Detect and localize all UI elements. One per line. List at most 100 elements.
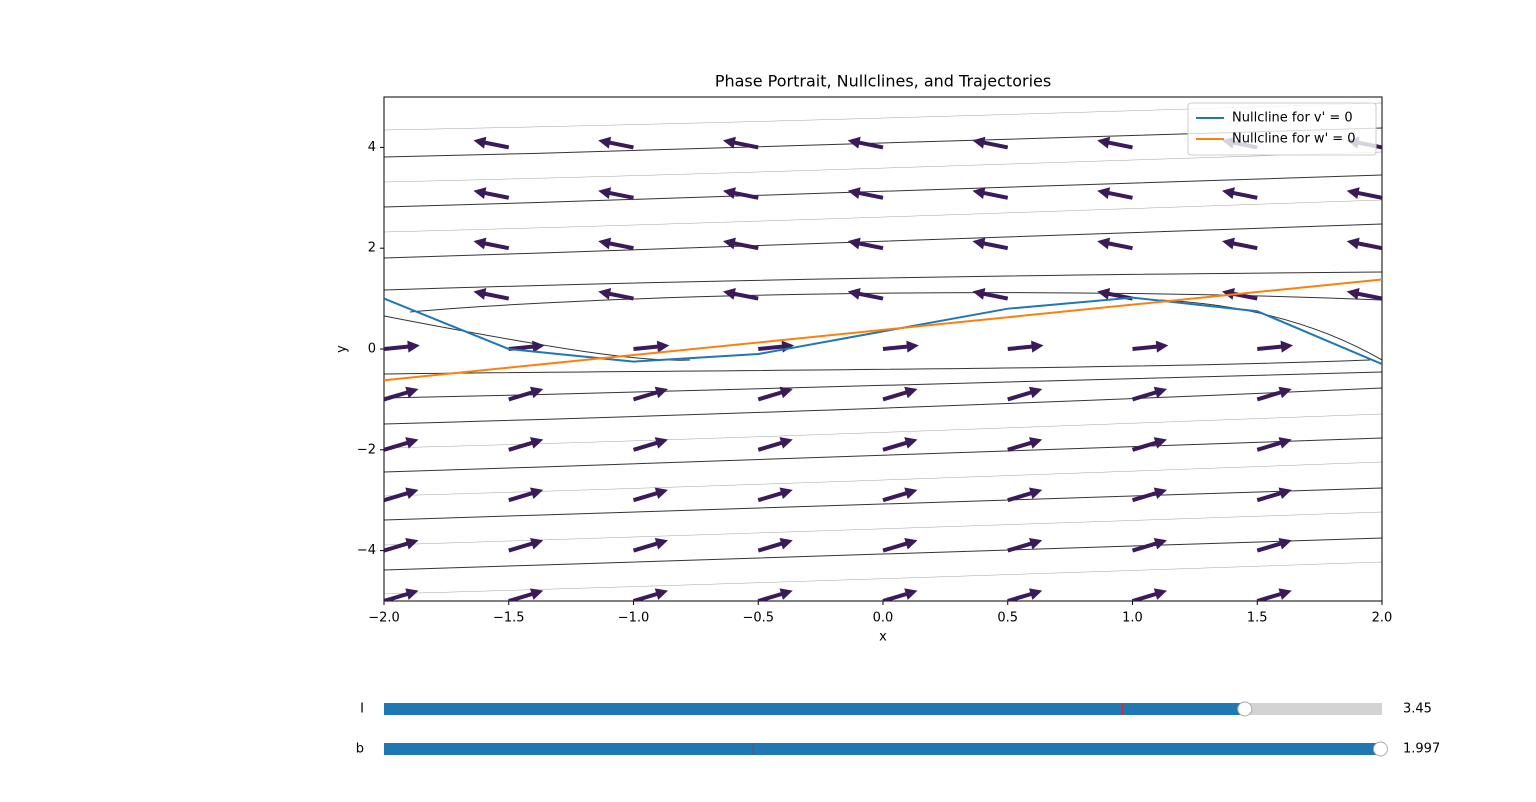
quiver-arrow — [473, 187, 510, 200]
quiver-arrow — [882, 340, 919, 353]
quiver-arrow — [1256, 487, 1292, 503]
y-tick-label: −4 — [357, 543, 376, 558]
y-tick-label: 0 — [368, 342, 376, 357]
streamline — [1159, 299, 1382, 361]
quiver-arrow — [1346, 187, 1382, 200]
quiver-arrow — [1381, 447, 1382, 450]
quiver-arrow — [508, 588, 544, 601]
slider-value: 3.45 — [1403, 702, 1432, 717]
quiver-arrow — [882, 386, 918, 402]
x-tick-label: −2.0 — [368, 611, 400, 626]
quiver-arrow — [1007, 588, 1043, 601]
quiver-arrow — [632, 487, 668, 503]
quiver-arrow — [508, 487, 544, 503]
x-tick-label: 2.0 — [1372, 611, 1393, 626]
quiver-arrow — [1256, 437, 1292, 452]
quiver-arrow — [1007, 386, 1043, 402]
quiver-arrow — [384, 487, 419, 503]
x-tick-label: −0.5 — [742, 611, 774, 626]
quiver-arrow — [1131, 437, 1167, 452]
slider-fill — [384, 743, 1381, 755]
quiver-arrow — [1346, 237, 1382, 251]
legend-label: Nullcline for v' = 0 — [1232, 111, 1353, 126]
quiver-arrow — [384, 588, 419, 601]
quiver-arrow — [847, 237, 884, 251]
quiver-arrow — [598, 237, 634, 251]
quiver-arrow — [508, 537, 544, 553]
quiver-arrow — [598, 288, 634, 301]
quiver-arrow — [473, 237, 510, 251]
quiver-arrow — [757, 588, 793, 601]
quiver-arrow — [757, 437, 793, 452]
y-tick-label: 4 — [368, 140, 376, 155]
x-tick-label: −1.5 — [493, 611, 525, 626]
streamline — [384, 437, 1382, 473]
nullcline — [384, 278, 1382, 382]
quiver-arrow — [384, 246, 385, 249]
quiver-arrow — [1221, 187, 1258, 200]
slider-value: 1.997 — [1403, 742, 1440, 757]
quiver-arrow — [1131, 588, 1167, 601]
quiver-arrow — [972, 288, 1009, 301]
x-axis-label: x — [879, 630, 887, 645]
quiver-arrow — [882, 588, 918, 601]
quiver-arrow — [972, 237, 1009, 251]
quiver-arrow — [632, 386, 668, 402]
streamline — [384, 387, 1382, 425]
quiver-arrow — [1381, 498, 1382, 501]
slider-handle[interactable] — [1237, 701, 1253, 717]
slider-handle[interactable] — [1373, 741, 1389, 757]
quiver-arrow — [847, 288, 884, 301]
quiver-arrow — [1381, 598, 1382, 601]
quiver-arrow — [384, 145, 385, 148]
quiver-arrow — [722, 288, 759, 301]
legend-box — [1187, 102, 1377, 156]
quiver-arrow — [473, 136, 510, 150]
quiver-arrow — [1097, 136, 1133, 150]
quiver-arrow — [1381, 548, 1382, 551]
quiver-arrow — [1007, 437, 1043, 452]
quiver-arrow — [632, 437, 668, 452]
quiver-arrow — [882, 487, 918, 503]
quiver-arrow — [847, 136, 884, 150]
quiver-arrow — [1381, 397, 1382, 400]
quiver-arrow — [598, 187, 634, 200]
x-tick-label: 0.5 — [997, 611, 1018, 626]
streamline — [384, 487, 1382, 521]
quiver-arrow — [1131, 386, 1167, 402]
streamline — [384, 537, 1382, 571]
quiver-arrow — [757, 386, 793, 402]
quiver-arrow — [1007, 537, 1043, 553]
streamline — [384, 359, 1371, 375]
quiver-arrow — [1097, 187, 1133, 200]
quiver-arrow — [633, 340, 670, 353]
y-axis-label: y — [335, 345, 350, 353]
quiver-arrow — [722, 237, 759, 251]
quiver-arrow — [722, 136, 759, 150]
slider-fill — [384, 703, 1245, 715]
x-tick-label: 1.5 — [1247, 611, 1268, 626]
x-tick-label: −1.0 — [618, 611, 650, 626]
chart-title: Phase Portrait, Nullclines, and Trajecto… — [715, 72, 1051, 91]
quiver-arrow — [1257, 340, 1294, 353]
quiver-arrow — [598, 136, 634, 150]
quiver-arrow — [1007, 340, 1044, 353]
quiver-arrow — [1132, 340, 1169, 353]
quiver-arrow — [972, 136, 1009, 150]
slider-label: I — [360, 702, 364, 717]
quiver-arrow — [1007, 487, 1043, 503]
quiver-arrow — [473, 288, 510, 301]
quiver-arrow — [1097, 237, 1133, 251]
quiver-arrow — [384, 340, 420, 353]
quiver-arrow — [384, 386, 419, 402]
quiver-arrow — [632, 588, 668, 601]
quiver-arrow — [882, 537, 918, 553]
y-tick-label: 2 — [368, 241, 376, 256]
y-tick-label: −2 — [357, 442, 376, 457]
quiver-arrow — [757, 487, 793, 503]
x-tick-label: 1.0 — [1122, 611, 1143, 626]
quiver-arrow — [882, 437, 918, 452]
quiver-arrow — [1256, 386, 1292, 402]
quiver-arrow — [1346, 288, 1382, 301]
